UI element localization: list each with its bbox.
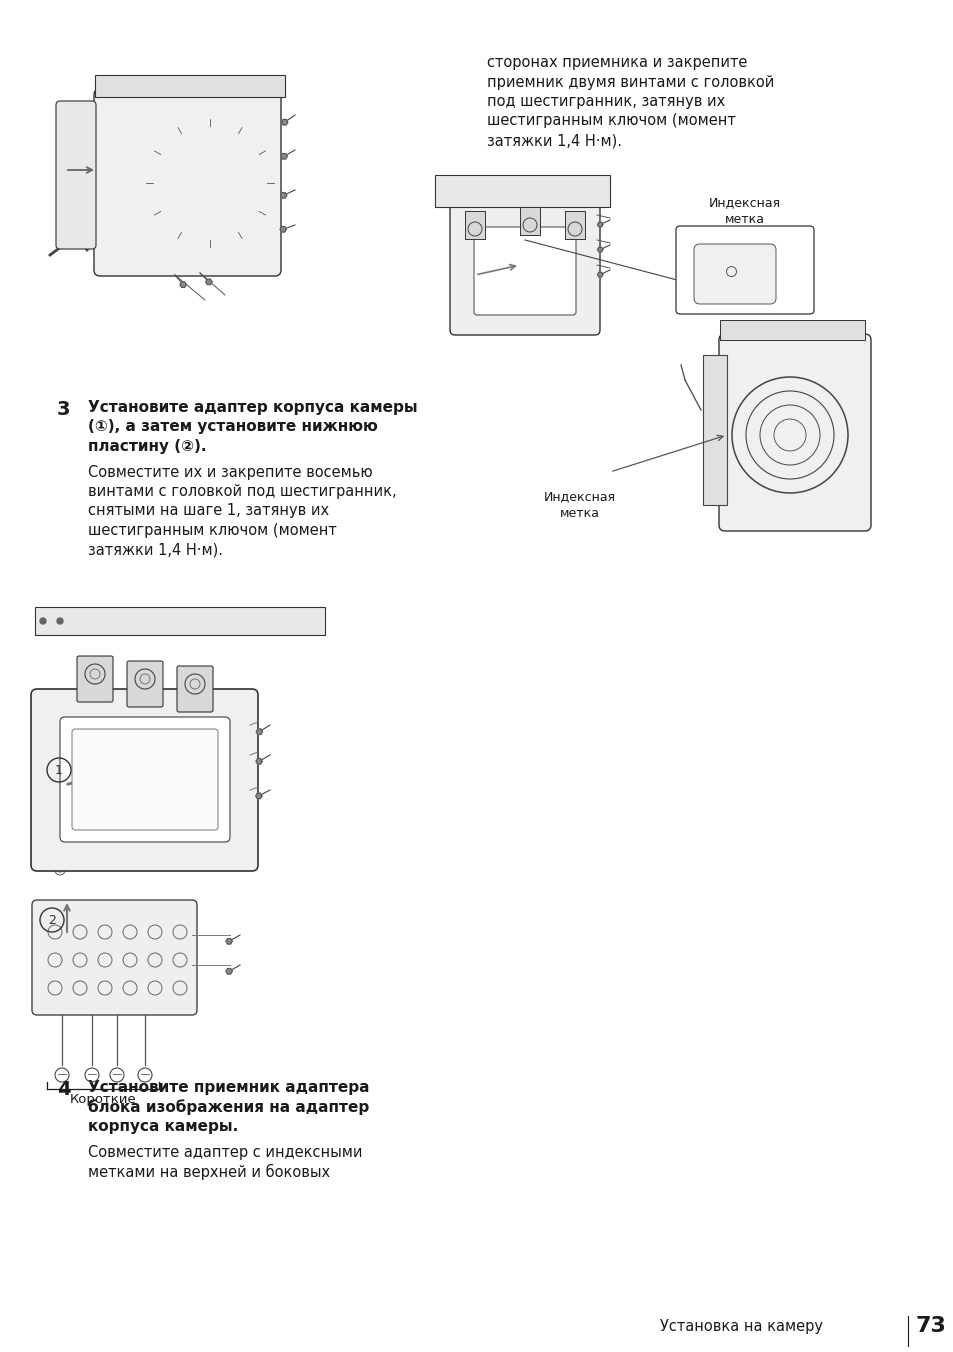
FancyBboxPatch shape — [450, 195, 599, 335]
FancyBboxPatch shape — [719, 334, 870, 531]
Text: шестигранным ключом (момент: шестигранным ключом (момент — [88, 523, 336, 538]
Text: метками на верхней и боковых: метками на верхней и боковых — [88, 1164, 330, 1180]
Text: затяжки 1,4 Н·м).: затяжки 1,4 Н·м). — [486, 132, 621, 147]
Polygon shape — [180, 283, 186, 288]
Text: 1: 1 — [55, 764, 63, 776]
Polygon shape — [280, 192, 287, 197]
Polygon shape — [597, 272, 602, 277]
FancyBboxPatch shape — [32, 900, 196, 1015]
Polygon shape — [206, 279, 212, 285]
Circle shape — [40, 618, 46, 625]
Polygon shape — [256, 729, 262, 734]
Text: винтами с головкой под шестигранник,: винтами с головкой под шестигранник, — [88, 484, 396, 499]
Text: снятыми на шаге 1, затянув их: снятыми на шаге 1, затянув их — [88, 503, 329, 519]
FancyBboxPatch shape — [177, 667, 213, 713]
Text: 73: 73 — [915, 1315, 945, 1336]
Text: затяжки 1,4 Н·м).: затяжки 1,4 Н·м). — [88, 542, 223, 557]
Polygon shape — [255, 794, 262, 799]
Text: Короткие: Короткие — [70, 1092, 136, 1106]
Text: приемник двумя винтами с головкой: приемник двумя винтами с головкой — [486, 74, 774, 89]
FancyBboxPatch shape — [127, 661, 163, 707]
Polygon shape — [280, 227, 286, 233]
Polygon shape — [226, 938, 232, 944]
Polygon shape — [280, 154, 287, 160]
Text: блока изображения на адаптер: блока изображения на адаптер — [88, 1099, 369, 1115]
FancyBboxPatch shape — [56, 101, 96, 249]
Text: Индексная
метка: Индексная метка — [708, 196, 781, 226]
FancyBboxPatch shape — [676, 226, 813, 314]
Bar — [519, 207, 539, 235]
Text: шестигранным ключом (момент: шестигранным ключом (момент — [486, 114, 735, 128]
Text: Индексная
метка: Индексная метка — [543, 489, 616, 521]
Text: Совместите их и закрепите восемью: Совместите их и закрепите восемью — [88, 465, 373, 480]
Text: пластину (②).: пластину (②). — [88, 439, 206, 454]
Polygon shape — [255, 758, 262, 764]
FancyBboxPatch shape — [474, 227, 576, 315]
Bar — [435, 174, 609, 207]
Text: 3: 3 — [57, 400, 71, 419]
Bar — [702, 356, 726, 506]
Text: Совместите адаптер с индексными: Совместите адаптер с индексными — [88, 1145, 362, 1160]
FancyBboxPatch shape — [30, 690, 257, 871]
Bar — [35, 607, 325, 635]
Polygon shape — [226, 968, 232, 973]
Bar — [95, 74, 285, 97]
Text: 4: 4 — [57, 1080, 71, 1099]
Text: 2: 2 — [48, 914, 56, 926]
Text: Установите адаптер корпуса камеры: Установите адаптер корпуса камеры — [88, 400, 417, 415]
Text: под шестигранник, затянув их: под шестигранник, затянув их — [486, 95, 724, 110]
Polygon shape — [281, 119, 288, 124]
FancyBboxPatch shape — [60, 717, 230, 842]
Bar — [464, 211, 484, 239]
Bar — [720, 320, 864, 339]
Text: (①), а затем установите нижнюю: (①), а затем установите нижнюю — [88, 419, 377, 434]
FancyBboxPatch shape — [94, 89, 281, 276]
Polygon shape — [597, 247, 602, 251]
FancyBboxPatch shape — [71, 729, 218, 830]
Bar — [564, 211, 584, 239]
Text: Установка на камеру: Установка на камеру — [659, 1318, 822, 1333]
Text: сторонах приемника и закрепите: сторонах приемника и закрепите — [486, 55, 746, 70]
FancyBboxPatch shape — [693, 243, 775, 304]
Circle shape — [57, 618, 63, 625]
Polygon shape — [597, 222, 602, 227]
FancyBboxPatch shape — [77, 656, 112, 702]
Text: Установите приемник адаптера: Установите приемник адаптера — [88, 1080, 369, 1095]
Text: корпуса камеры.: корпуса камеры. — [88, 1119, 238, 1134]
